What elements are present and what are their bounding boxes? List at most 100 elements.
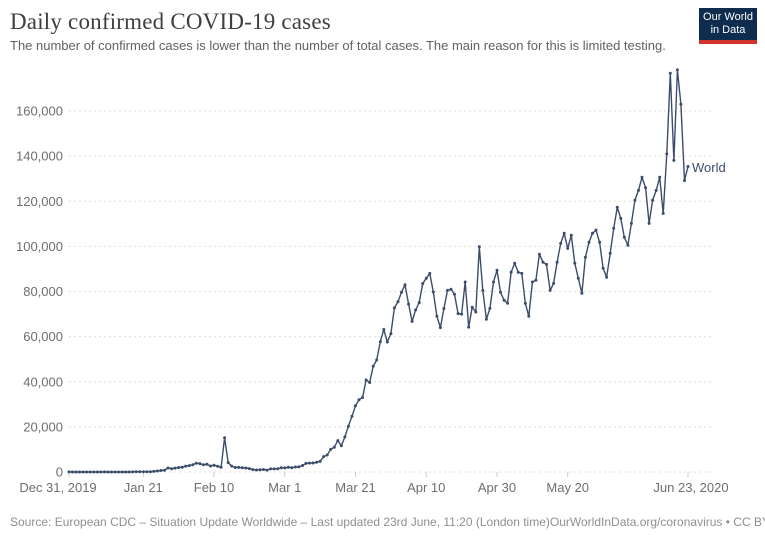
series-label-world[interactable]: World: [692, 160, 726, 175]
data-point[interactable]: [640, 175, 644, 179]
data-point[interactable]: [651, 198, 655, 202]
data-point[interactable]: [124, 470, 128, 474]
data-point[interactable]: [612, 226, 616, 230]
data-point[interactable]: [456, 312, 460, 316]
data-point[interactable]: [276, 467, 280, 471]
data-point[interactable]: [594, 228, 598, 232]
data-point[interactable]: [134, 470, 138, 474]
data-point[interactable]: [555, 260, 559, 264]
data-point[interactable]: [665, 152, 669, 156]
data-point[interactable]: [449, 287, 453, 291]
data-line-world[interactable]: [68, 69, 689, 473]
data-point[interactable]: [325, 453, 329, 457]
data-point[interactable]: [591, 231, 594, 235]
data-point[interactable]: [131, 470, 135, 474]
data-point[interactable]: [212, 463, 216, 467]
data-point[interactable]: [223, 436, 227, 440]
data-point[interactable]: [219, 465, 223, 469]
data-point[interactable]: [470, 305, 474, 309]
data-point[interactable]: [414, 308, 418, 312]
data-point[interactable]: [159, 469, 163, 472]
data-point[interactable]: [396, 300, 400, 304]
data-point[interactable]: [262, 468, 265, 471]
data-point[interactable]: [675, 68, 679, 72]
data-point[interactable]: [336, 439, 340, 443]
data-point[interactable]: [95, 470, 99, 474]
data-point[interactable]: [346, 424, 350, 428]
data-point[interactable]: [279, 466, 283, 470]
data-point[interactable]: [605, 275, 609, 279]
data-point[interactable]: [81, 470, 85, 474]
data-point[interactable]: [389, 332, 393, 336]
data-point[interactable]: [244, 466, 248, 470]
data-point[interactable]: [608, 251, 612, 255]
data-point[interactable]: [209, 464, 212, 468]
data-point[interactable]: [523, 301, 527, 305]
data-point[interactable]: [474, 310, 478, 314]
data-point[interactable]: [339, 444, 343, 448]
data-point[interactable]: [488, 306, 492, 310]
data-point[interactable]: [216, 464, 220, 468]
data-point[interactable]: [78, 470, 82, 474]
data-point[interactable]: [308, 461, 311, 465]
data-point[interactable]: [102, 470, 106, 474]
data-point[interactable]: [201, 463, 205, 467]
data-point[interactable]: [152, 469, 156, 473]
data-point[interactable]: [117, 470, 120, 474]
data-point[interactable]: [552, 281, 556, 285]
data-point[interactable]: [311, 461, 315, 465]
data-point[interactable]: [509, 270, 513, 274]
data-point[interactable]: [548, 288, 552, 292]
data-point[interactable]: [170, 467, 174, 471]
data-point[interactable]: [85, 470, 89, 474]
data-point[interactable]: [410, 319, 414, 323]
data-point[interactable]: [683, 179, 686, 182]
data-point[interactable]: [163, 468, 166, 472]
data-point[interactable]: [537, 252, 541, 256]
data-point[interactable]: [654, 188, 658, 192]
data-point[interactable]: [315, 460, 319, 464]
data-point[interactable]: [233, 466, 237, 469]
data-point[interactable]: [428, 271, 432, 275]
data-point[interactable]: [495, 268, 499, 272]
data-point[interactable]: [106, 470, 110, 474]
data-point[interactable]: [127, 470, 131, 474]
data-point[interactable]: [258, 468, 262, 472]
data-point[interactable]: [92, 470, 96, 474]
data-point[interactable]: [460, 312, 464, 316]
data-point[interactable]: [545, 262, 548, 266]
data-point[interactable]: [513, 261, 517, 265]
data-point[interactable]: [286, 465, 290, 469]
data-point[interactable]: [629, 221, 633, 225]
data-point[interactable]: [350, 414, 354, 418]
data-point[interactable]: [686, 165, 690, 168]
data-point[interactable]: [145, 470, 149, 474]
data-point[interactable]: [99, 470, 103, 474]
data-point[interactable]: [658, 175, 662, 179]
data-point[interactable]: [322, 455, 326, 459]
data-point[interactable]: [576, 276, 580, 280]
data-point[interactable]: [265, 468, 269, 472]
data-point[interactable]: [566, 246, 570, 250]
data-point[interactable]: [580, 291, 584, 295]
data-point[interactable]: [368, 381, 372, 384]
data-point[interactable]: [453, 292, 456, 296]
data-point[interactable]: [191, 463, 195, 467]
data-point[interactable]: [173, 466, 177, 470]
data-point[interactable]: [226, 461, 230, 465]
data-point[interactable]: [637, 188, 640, 192]
data-point[interactable]: [318, 459, 322, 463]
data-point[interactable]: [647, 221, 651, 225]
data-point[interactable]: [148, 470, 152, 474]
data-point[interactable]: [407, 302, 411, 306]
data-point[interactable]: [332, 445, 336, 449]
data-point[interactable]: [247, 467, 251, 471]
data-point[interactable]: [194, 461, 198, 465]
data-point[interactable]: [431, 290, 435, 294]
data-point[interactable]: [492, 280, 495, 284]
data-point[interactable]: [361, 396, 365, 399]
data-point[interactable]: [141, 470, 145, 474]
data-point[interactable]: [329, 447, 333, 451]
data-point[interactable]: [417, 301, 421, 305]
